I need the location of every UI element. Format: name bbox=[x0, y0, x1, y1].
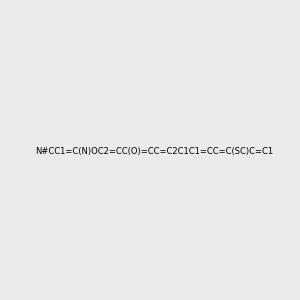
Text: N#CC1=C(N)OC2=CC(O)=CC=C2C1C1=CC=C(SC)C=C1: N#CC1=C(N)OC2=CC(O)=CC=C2C1C1=CC=C(SC)C=… bbox=[35, 147, 273, 156]
